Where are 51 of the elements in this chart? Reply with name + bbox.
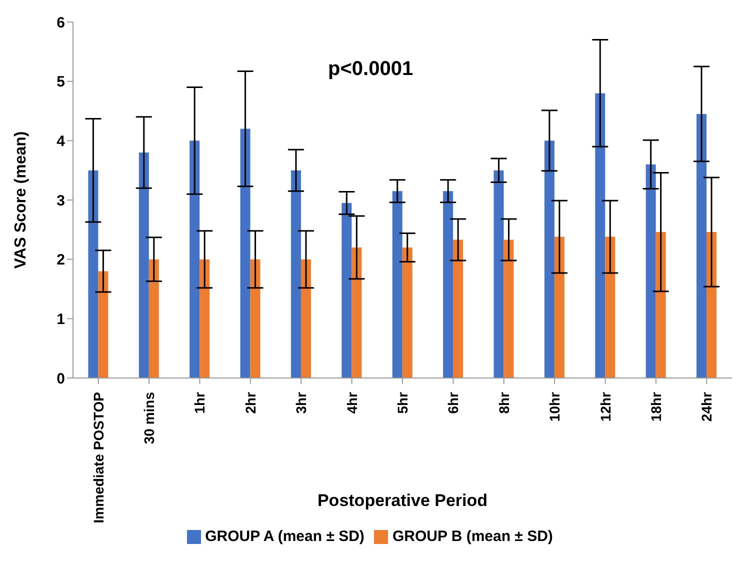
x-axis-title: Postoperative Period [317,491,488,510]
y-tick-label: 6 [56,14,65,32]
bar [300,259,311,378]
bar [494,170,504,378]
x-tick-label: 3hr [293,391,310,414]
bar [554,236,564,378]
bar [352,247,362,378]
x-tick-label: 10hr [546,391,563,422]
bar [504,240,514,378]
bar [148,259,159,378]
x-tick-label: 1hr [192,391,208,414]
bar [656,232,666,378]
legend-label: GROUP A (mean ± SD) [205,528,364,545]
y-tick-label: 4 [56,132,66,150]
bar [595,93,606,378]
y-tick-label: 2 [56,252,65,269]
y-tick-label: 1 [56,310,65,328]
x-tick-label: Immediate POSTOP [90,392,106,524]
bar [696,114,707,378]
annotation: p<0.0001 [328,58,414,81]
bar [250,259,260,378]
x-tick-label: 30 mins [141,392,158,444]
bar [342,202,352,378]
bar [88,170,98,378]
x-tick-label: 6hr [445,391,462,414]
bar [402,247,412,378]
x-tick-label: 18hr [648,391,664,422]
x-tick-label: 5hr [394,391,410,414]
bar [646,164,656,378]
bar [544,140,554,378]
bar [98,271,108,378]
bar [200,259,210,378]
bar [605,236,616,378]
bar [453,240,464,378]
y-tick-label: 0 [56,370,65,388]
bar [290,170,301,378]
x-tick-label: 8hr [496,391,512,414]
bar [190,140,200,378]
x-tick-label: 4hr [344,391,360,414]
bar [706,232,717,378]
bar [138,152,149,378]
y-axis-title: VAS Score (mean) [12,131,30,269]
y-tick-label: 5 [56,74,65,91]
bar [240,128,250,378]
bar [392,191,402,378]
bar [443,191,454,378]
legend-label: GROUP B (mean ± SD) [392,528,553,545]
x-tick-label: 12hr [597,391,614,422]
x-tick-label: 24hr [698,391,715,422]
y-tick-label: 3 [56,192,65,210]
x-tick-label: 2hr [242,391,258,414]
